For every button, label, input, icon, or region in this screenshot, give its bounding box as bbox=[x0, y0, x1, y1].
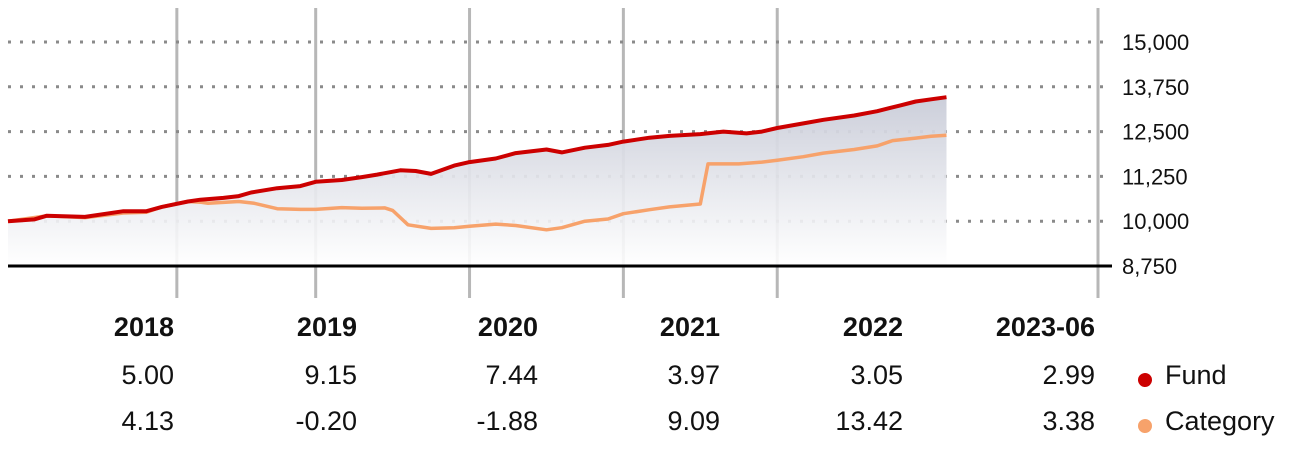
growth-chart: 15,000 13,750 12,500 11,250 10,000 8,750 bbox=[7, 8, 1189, 298]
y-tick-label: 10,000 bbox=[1122, 209, 1189, 234]
legend-fund-label: Fund bbox=[1165, 360, 1227, 390]
y-tick-label: 12,500 bbox=[1122, 120, 1189, 145]
y-axis-tick-labels: 15,000 13,750 12,500 11,250 10,000 8,750 bbox=[1122, 30, 1189, 279]
year-2023-06: 2023-06 bbox=[995, 312, 1095, 342]
category-return-2023-06: 3.38 bbox=[1042, 406, 1095, 436]
fund-return-2020: 7.44 bbox=[485, 360, 538, 390]
category-return-2022: 13.42 bbox=[835, 406, 903, 436]
category-return-2018: 4.13 bbox=[121, 406, 174, 436]
y-tick-label: 11,250 bbox=[1122, 164, 1188, 189]
year-2021: 2021 bbox=[659, 312, 720, 342]
year-row: 2018 2019 2020 2021 2022 2023-06 bbox=[0, 312, 1291, 352]
fund-legend-dot-icon bbox=[1138, 373, 1152, 387]
fund-series-line bbox=[7, 95, 947, 224]
fund-return-2018: 5.00 bbox=[121, 360, 174, 390]
fund-return-2022: 3.05 bbox=[850, 360, 903, 390]
y-tick-label: 15,000 bbox=[1122, 30, 1189, 55]
year-2022: 2022 bbox=[842, 312, 903, 342]
year-2019: 2019 bbox=[296, 312, 357, 342]
year-2018: 2018 bbox=[113, 312, 174, 342]
fund-return-2019: 9.15 bbox=[304, 360, 357, 390]
fund-returns-row: 5.00 9.15 7.44 3.97 3.05 2.99 bbox=[0, 360, 1291, 400]
category-legend-dot-icon bbox=[1138, 419, 1152, 433]
year-2020: 2020 bbox=[477, 312, 538, 342]
category-return-2020: -1.88 bbox=[476, 406, 538, 436]
y-tick-label: 8,750 bbox=[1122, 254, 1177, 279]
legend-category-label: Category bbox=[1165, 406, 1275, 436]
y-tick-label: 13,750 bbox=[1122, 75, 1189, 100]
fund-return-2023-06: 2.99 bbox=[1042, 360, 1095, 390]
category-returns-row: 4.13 -0.20 -1.88 9.09 13.42 3.38 bbox=[0, 406, 1291, 446]
fund-area-fill bbox=[8, 97, 947, 266]
category-return-2019: -0.20 bbox=[295, 406, 357, 436]
category-series-line bbox=[7, 133, 947, 232]
category-return-2021: 9.09 bbox=[667, 406, 720, 436]
fund-return-2021: 3.97 bbox=[667, 360, 720, 390]
